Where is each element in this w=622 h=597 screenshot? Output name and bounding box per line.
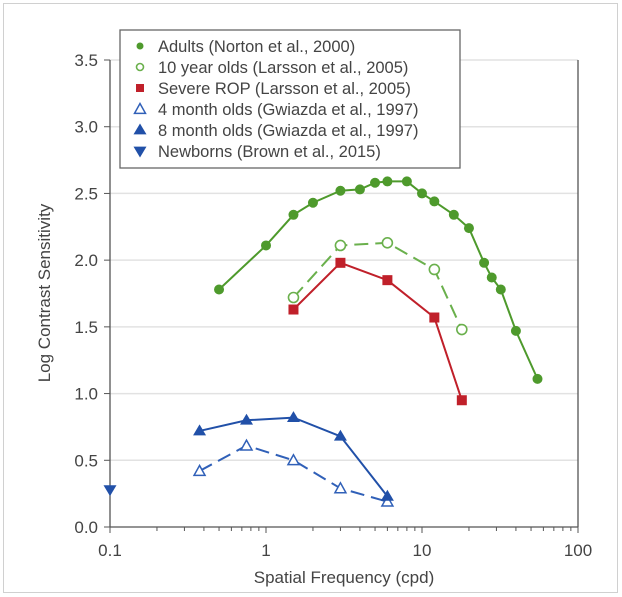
data-point [381, 236, 394, 249]
series-0 [214, 176, 543, 384]
x-axis-label: Spatial Frequency (cpd) [254, 568, 434, 587]
data-point [286, 411, 300, 422]
data-point [288, 209, 299, 220]
data-point [193, 424, 207, 436]
series-3 [192, 438, 395, 507]
legend-item: 10 year olds (Larsson et al., 2005) [135, 59, 408, 77]
y-tick-label: 3.0 [74, 118, 98, 137]
x-tick-label: 10 [413, 541, 432, 560]
legend-box [119, 29, 461, 169]
legend-item: Newborns (Brown et al., 2015) [133, 143, 381, 161]
legend-item: 4 month olds (Gwiazda et al., 1997) [133, 101, 418, 119]
series-layer [103, 176, 543, 507]
data-point [495, 284, 506, 295]
legend-marker [136, 42, 144, 50]
legend-item: Severe ROP (Larsson et al., 2005) [136, 80, 411, 98]
legend-marker [133, 101, 147, 115]
data-point [486, 272, 497, 283]
data-point [214, 284, 225, 295]
series-1 [287, 236, 468, 336]
data-point [448, 209, 459, 220]
y-tick-label: 0.5 [74, 451, 98, 470]
y-tick-label: 0.0 [74, 518, 98, 537]
data-point [380, 494, 395, 507]
legend-marker [135, 62, 145, 72]
y-tick-label: 1.5 [74, 318, 98, 337]
data-point [429, 312, 440, 323]
series-5 [103, 485, 117, 497]
data-point [429, 196, 440, 207]
data-point [479, 257, 490, 268]
x-tick-label: 100 [564, 541, 592, 560]
data-point [192, 463, 207, 477]
data-point [354, 184, 365, 195]
data-point [334, 239, 347, 252]
series-2 [288, 257, 467, 406]
legend-label: 10 year olds (Larsson et al., 2005) [158, 59, 408, 77]
data-point [335, 185, 346, 196]
data-point [333, 481, 348, 494]
y-tick-label: 2.5 [74, 184, 98, 203]
data-point [333, 429, 347, 441]
legend-label: Newborns (Brown et al., 2015) [158, 143, 381, 161]
data-point [261, 240, 271, 251]
data-point [287, 291, 300, 304]
legend-item: Adults (Norton et al., 2000) [136, 38, 355, 56]
data-point [382, 275, 393, 286]
data-point [532, 373, 543, 384]
series-line [292, 261, 463, 401]
data-point [510, 325, 521, 336]
data-point [463, 223, 474, 234]
y-tick-label: 3.5 [74, 51, 98, 70]
chart-frame [3, 3, 618, 593]
legend-label: Severe ROP (Larsson et al., 2005) [158, 80, 411, 98]
y-tick-label: 1.0 [74, 385, 98, 404]
data-point [103, 485, 117, 497]
x-tick-label: 0.1 [98, 541, 122, 560]
legend-label: 8 month olds (Gwiazda et al., 1997) [158, 122, 418, 140]
y-axis-label: Log Contrast Sensitivity [35, 203, 54, 382]
y-tick-label: 2.0 [74, 251, 98, 270]
data-point [456, 395, 467, 406]
data-point [240, 413, 254, 425]
data-point [428, 263, 441, 276]
data-point [382, 176, 393, 187]
legend-marker [136, 84, 144, 92]
legend-label: Adults (Norton et al., 2000) [158, 38, 355, 56]
data-point [370, 177, 381, 188]
series-4 [193, 411, 394, 501]
data-point [456, 323, 468, 336]
data-point [417, 188, 427, 199]
legend-marker [133, 146, 147, 158]
data-point [335, 257, 346, 268]
legend-label: 4 month olds (Gwiazda et al., 1997) [158, 101, 418, 119]
legend-marker [133, 123, 147, 135]
series-line [199, 444, 388, 503]
data-point [286, 453, 301, 466]
x-tick-label: 1 [261, 541, 270, 560]
data-point [401, 176, 412, 187]
data-point [380, 489, 394, 501]
data-point [288, 304, 299, 315]
data-point [307, 197, 318, 208]
legend: Adults (Norton et al., 2000) 10 year olds… [119, 29, 461, 169]
axes: 0.0 0.5 1.0 1.5 2.0 2.5 3.0 3.5 0.1 1 10 100 [74, 51, 592, 560]
legend-item: 8 month olds (Gwiazda et al., 1997) [133, 122, 418, 140]
data-point [239, 438, 254, 451]
